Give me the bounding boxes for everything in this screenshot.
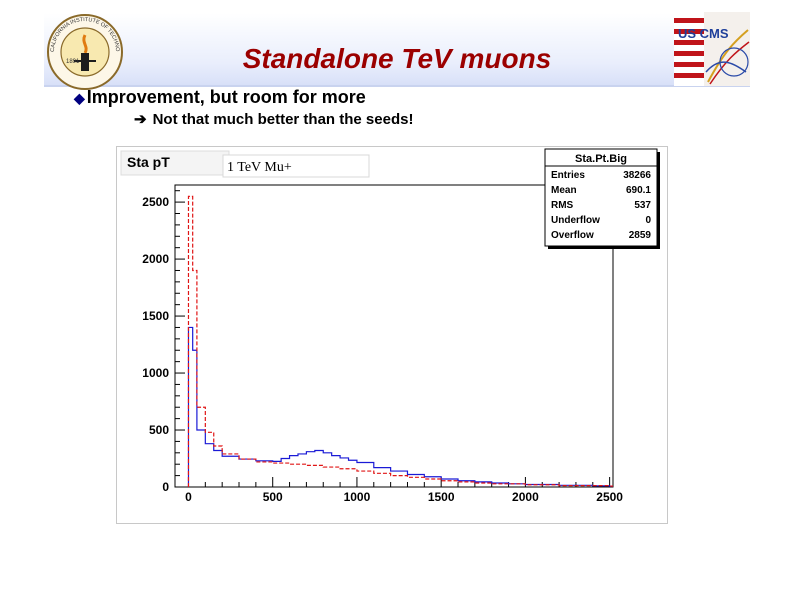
diamond-bullet-icon: ◆ (74, 90, 85, 106)
stats-label: Mean (551, 185, 577, 196)
sub-bullet-point: ➔ Not that much better than the seeds! (134, 110, 413, 128)
slide-title: Standalone TeV muons (242, 43, 552, 74)
stats-value: 0 (645, 215, 651, 226)
bullet-text: Improvement, but room for more (86, 87, 366, 107)
stats-label: Entries (551, 170, 585, 181)
y-tick-label: 1500 (142, 309, 169, 323)
stats-value: 38266 (623, 170, 651, 181)
us-cms-text: US CMS (678, 26, 729, 41)
x-tick-label: 2500 (596, 490, 623, 504)
y-tick-label: 1000 (142, 366, 169, 380)
stats-value: 537 (634, 200, 651, 211)
legend-box (222, 154, 370, 178)
title-box (120, 150, 230, 176)
x-tick-label: 2000 (512, 490, 539, 504)
x-tick-label: 1500 (428, 490, 455, 504)
seal-year: 1891 (66, 59, 80, 65)
histogram-series-2 (187, 195, 613, 487)
stats-label: Overflow (551, 230, 594, 241)
stats-value: 2859 (629, 230, 652, 241)
legend-label: 1 TeV Mu+ (227, 160, 292, 175)
x-tick-label: 500 (263, 490, 283, 504)
stats-label: Underflow (551, 215, 600, 226)
y-tick-label: 2000 (142, 252, 169, 266)
histogram-title: Sta pT (127, 154, 170, 170)
histogram-frame: 0 500 1000 1500 2000 2500 0 500 1000 1500 2000 2500… (116, 146, 668, 524)
stats-frame (544, 148, 658, 247)
title-bar: Standalone TeV muons (44, 13, 750, 87)
stats-value: 690.1 (626, 185, 651, 196)
stats-label: RMS (551, 200, 574, 211)
histogram-series-1 (187, 326, 613, 487)
arrow-right-icon: ➔ (134, 111, 147, 128)
x-tick-label: 1000 (344, 490, 371, 504)
us-cms-logo-icon: US CMS (674, 12, 750, 86)
bullet-point: ◆ Improvement, but room for more (74, 87, 366, 108)
histogram-plot: 0 500 1000 1500 2000 2500 0 500 1000 1500 2000 2500… (120, 148, 660, 504)
plot-area (174, 184, 614, 488)
sub-bullet-text: Not that much better than the seeds! (152, 111, 414, 128)
x-tick-label: 0 (185, 490, 192, 504)
y-tick-label: 0 (162, 480, 169, 494)
stats-box: Sta.Pt.Big Entries 38266 Mean 690.1 RMS 537 Und… (544, 148, 660, 249)
caltech-seal-icon: 1891 CALIFORNIA INSTITUTE OF TECHNOLOGY (42, 9, 126, 91)
stats-name: Sta.Pt.Big (575, 153, 627, 165)
y-tick-label: 2500 (142, 195, 169, 209)
y-tick-label: 500 (149, 423, 169, 437)
